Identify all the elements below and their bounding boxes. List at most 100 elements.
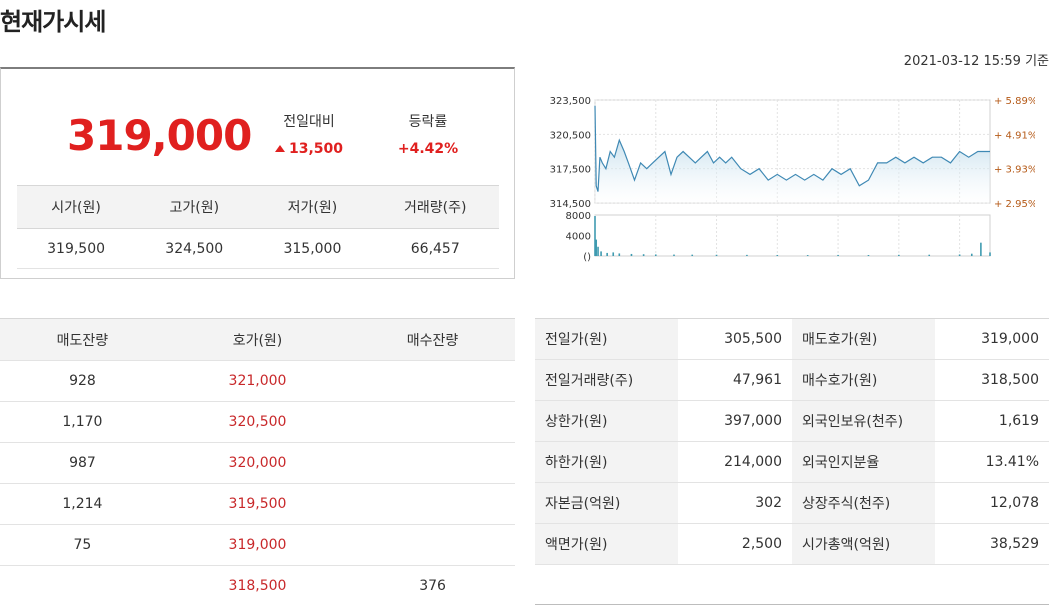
timestamp: 2021-03-12 15:59 기준 — [903, 54, 1049, 69]
sell-remain: 1,170 — [0, 401, 165, 443]
volume-axis: 8000 4000 () — [566, 211, 592, 263]
table-row: 액면가(원) 2,500 시가총액(억원) 38,529 — [535, 523, 1049, 565]
stock-info-table: 전일가(원) 305,500 매도호가(원) 319,000 전일거래량(주) … — [535, 318, 1049, 565]
divider — [535, 604, 1049, 605]
intraday-chart-svg: 323,500 320,500 317,500 314,500 + 5.89% + 4.… — [550, 96, 1038, 286]
sell-remain — [0, 565, 165, 606]
change-block: 전일대비 13,500 — [254, 111, 364, 157]
table-row: 하한가(원) 214,000 외국인지분율 13.41% — [535, 441, 1049, 483]
ohlc-header: 시가(원) — [17, 185, 136, 229]
info-value: 38,529 — [935, 523, 1049, 565]
info-label: 전일거래량(주) — [535, 359, 678, 401]
info-label: 하한가(원) — [535, 441, 678, 483]
sell-remain: 1,214 — [0, 483, 165, 525]
ohlc-header: 고가(원) — [135, 185, 254, 229]
info-value: 1,619 — [935, 400, 1049, 442]
buy-remain — [350, 401, 515, 443]
chart-y-axis: 323,500 320,500 317,500 314,500 — [550, 96, 591, 210]
info-value: 319,000 — [935, 318, 1049, 360]
info-label: 시가총액(억원) — [792, 523, 935, 565]
volume-bar — [806, 255, 809, 256]
y-tick-label: 314,500 — [550, 199, 591, 210]
ohlc-header: 저가(원) — [253, 185, 372, 229]
volume-bar — [612, 252, 615, 256]
info-value: 13.41% — [935, 441, 1049, 483]
buy-remain-header: 매수잔량 — [350, 318, 515, 361]
info-label: 자본금(억원) — [535, 482, 678, 524]
ohlc-header-row: 시가(원) 고가(원) 저가(원) 거래량(주) — [17, 185, 499, 229]
volume-bar — [898, 254, 900, 256]
volume-bars — [594, 216, 991, 256]
table-row: 75 319,000 — [0, 524, 515, 566]
quote-price: 320,500 — [164, 401, 351, 443]
price-line — [594, 105, 990, 192]
volume-bar — [691, 254, 694, 256]
y-tick-label: 317,500 — [550, 165, 591, 176]
volume-bar — [970, 253, 973, 256]
sell-remain: 75 — [0, 524, 165, 566]
buy-remain — [350, 360, 515, 402]
sell-remain: 987 — [0, 442, 165, 484]
volume-tick-label: 4000 — [566, 232, 591, 243]
volume-bar — [606, 252, 608, 256]
price-summary-panel: 319,000 전일대비 13,500 등락률 +4.42% 시가(원) 고가(… — [0, 67, 515, 279]
info-value: 302 — [678, 482, 792, 524]
volume-bar — [594, 216, 596, 256]
volume-bar — [715, 254, 718, 256]
info-label: 액면가(원) — [535, 523, 678, 565]
y-tick-label: 323,500 — [550, 96, 591, 107]
y-right-tick-label: + 5.89% — [994, 96, 1035, 107]
intraday-chart: 323,500 320,500 317,500 314,500 + 5.89% + 4.… — [535, 88, 1038, 286]
volume-bar — [867, 255, 870, 256]
info-label: 외국인보유(천주) — [792, 400, 935, 442]
volume-bar — [630, 253, 633, 256]
info-value: 2,500 — [678, 523, 792, 565]
volume-bar — [595, 239, 598, 256]
volume-tick-label: 8000 — [566, 211, 591, 222]
volume-bar — [600, 251, 602, 256]
sell-remain: 928 — [0, 360, 165, 402]
volume-bar — [654, 254, 657, 256]
change-label: 전일대비 — [283, 114, 335, 130]
y-right-tick-label: + 4.91% — [994, 130, 1035, 141]
info-label: 매수호가(원) — [792, 359, 935, 401]
change-value: 13,500 — [288, 141, 344, 157]
info-value: 318,500 — [935, 359, 1049, 401]
volume: 66,457 — [371, 228, 499, 269]
table-row: 전일가(원) 305,500 매도호가(원) 319,000 — [535, 318, 1049, 360]
volume-bar — [980, 242, 982, 256]
info-label: 상장주식(천주) — [792, 482, 935, 524]
info-value: 47,961 — [678, 359, 792, 401]
table-row: 상한가(원) 397,000 외국인보유(천주) 1,619 — [535, 400, 1049, 442]
table-row: 자본금(억원) 302 상장주식(천주) 12,078 — [535, 482, 1049, 524]
buy-remain: 376 — [350, 565, 515, 606]
order-book-header-row: 매도잔량 호가(원) 매수잔량 — [0, 318, 515, 361]
table-row: 987 320,000 — [0, 442, 515, 484]
ohlc-table: 시가(원) 고가(원) 저가(원) 거래량(주) 319,500 324,500… — [17, 185, 499, 269]
info-label: 외국인지분율 — [792, 441, 935, 483]
current-price: 319,000 — [67, 111, 252, 160]
volume-bar — [673, 254, 675, 256]
quote-price: 319,000 — [164, 524, 351, 566]
buy-remain — [350, 442, 515, 484]
volume-bar — [618, 253, 621, 256]
volume-tick-label: () — [583, 252, 591, 263]
quote-price: 319,500 — [164, 483, 351, 525]
volume-plot-frame — [594, 214, 991, 257]
volume-bar — [989, 252, 991, 256]
change-value-row: 13,500 — [254, 141, 364, 157]
up-triangle-icon — [274, 145, 285, 152]
y-tick-label: 320,500 — [550, 130, 591, 141]
volume-bar — [928, 254, 931, 256]
info-label: 전일가(원) — [535, 318, 678, 360]
info-value: 397,000 — [678, 400, 792, 442]
rate-label: 등락률 — [408, 114, 448, 130]
y-right-tick-label: + 3.93% — [994, 165, 1035, 176]
high-price: 324,500 — [135, 228, 254, 269]
price-header: 호가(원) — [164, 318, 351, 361]
volume-bar — [776, 254, 779, 256]
ohlc-value-row: 319,500 324,500 315,000 66,457 — [17, 228, 499, 269]
info-value: 214,000 — [678, 441, 792, 483]
table-row: 1,214 319,500 — [0, 483, 515, 525]
table-row: 318,500 376 — [0, 565, 515, 606]
